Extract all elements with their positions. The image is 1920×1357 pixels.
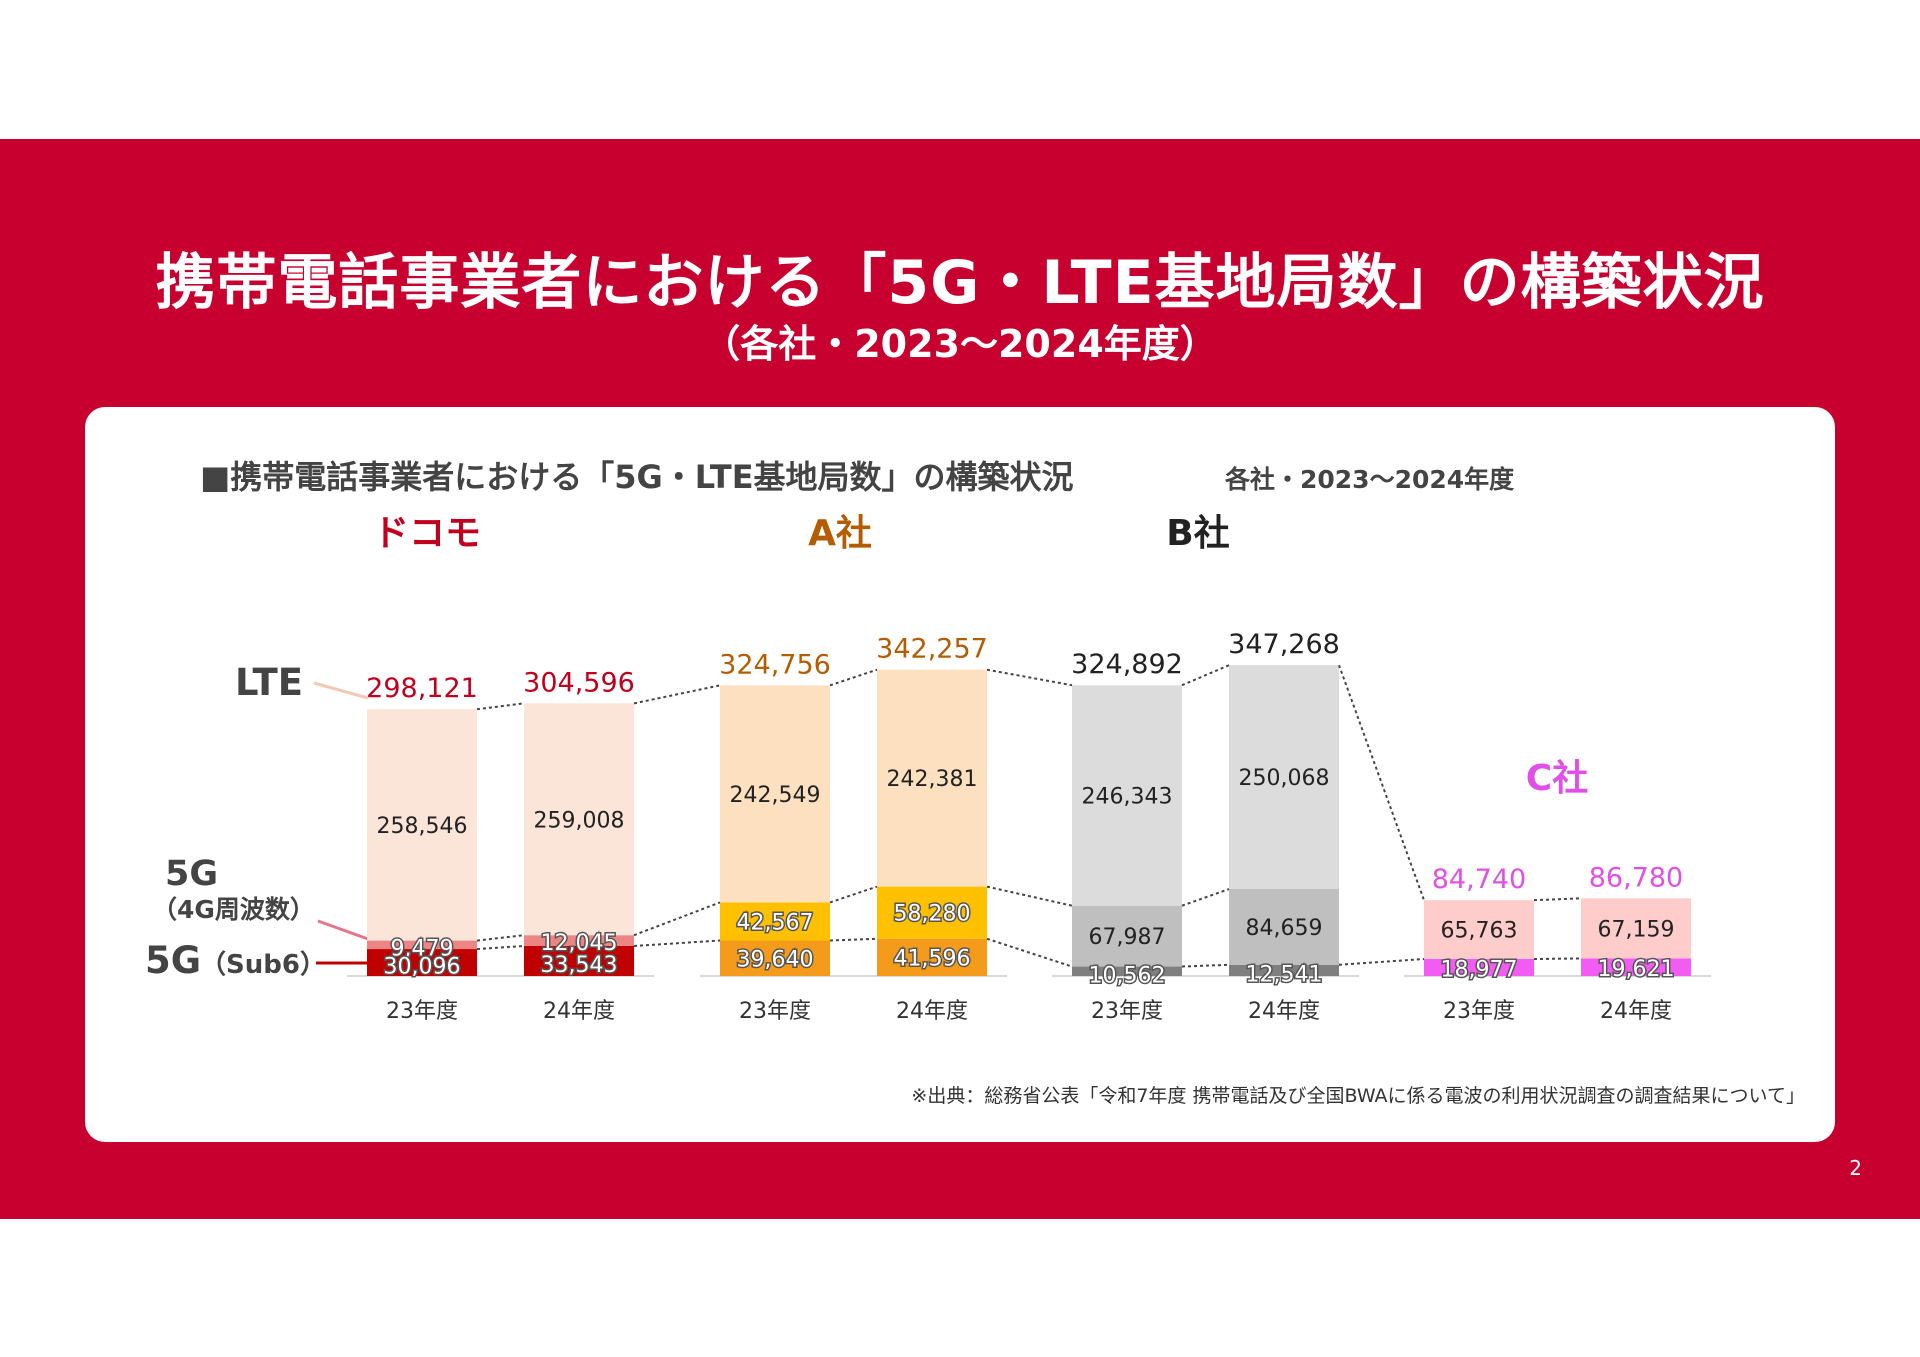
page-number: 2: [1849, 1156, 1862, 1180]
connector-5g-sub6-between-groups: [633, 939, 721, 947]
total-value-label: 298,121: [366, 673, 478, 704]
sub6-value-label: 18,977: [1441, 958, 1518, 983]
connector-total: [476, 702, 525, 711]
total-value-label: 86,780: [1589, 862, 1683, 893]
connector-total: [1533, 897, 1582, 902]
sub6-value-label: 39,640: [737, 947, 814, 972]
g4-value-label: 58,280: [894, 902, 971, 927]
company-label: A社: [808, 513, 872, 554]
bar-segment-5g-4g: [720, 902, 830, 941]
total-value-label: 347,268: [1228, 629, 1340, 660]
connector-total-between-groups: [1338, 664, 1425, 901]
connector-5g-4g: [476, 934, 525, 942]
category-tick-label: 24年度: [1248, 999, 1320, 1024]
sub6-value-label: 30,096: [384, 955, 461, 980]
slide-title: 携帯電話事業者における「5G・LTE基地局数」の構築状況: [155, 248, 1765, 318]
connector-5g-4g: [829, 885, 878, 904]
bar-segment-5g-4g: [1072, 905, 1182, 967]
bar-segment-5g-4g: [1229, 889, 1339, 965]
g4-value-label: 12,045: [541, 931, 618, 956]
sub6-value-label: 12,541: [1246, 962, 1323, 987]
bar-segment-lte: [720, 685, 830, 903]
company-label: B社: [1166, 513, 1229, 554]
source-note: ※出典：総務省公表「令和7年度 携帯電話及び全国BWAに係る電波の利用状況調査の…: [911, 1085, 1805, 1107]
total-value-label: 304,596: [523, 667, 635, 698]
bar-segment-5g-4g: [1581, 898, 1691, 959]
lte-value-label: 242,549: [730, 783, 821, 808]
bar-segment-5g-4g: [524, 935, 634, 946]
g4-value-label: 84,659: [1246, 916, 1323, 941]
lte-value-label: 250,068: [1239, 766, 1330, 791]
total-value-label: 324,756: [719, 649, 831, 680]
connector-5g-sub6: [476, 944, 525, 951]
legend-label-5g-4g-sub: （4G周波数）: [152, 895, 315, 924]
bar-segment-lte: [1229, 665, 1339, 890]
connector-total-between-groups: [633, 684, 721, 705]
connector-5g-sub6-between-groups: [1338, 958, 1425, 966]
bar-segment-lte: [877, 669, 987, 887]
category-tick-label: 24年度: [1600, 999, 1672, 1024]
g4-value-label: 9,479: [391, 937, 454, 962]
category-tick-label: 24年度: [543, 999, 615, 1024]
legend-label-5g-sub6: 5G: [145, 939, 201, 982]
bar-segment-5g-sub6: [1581, 958, 1691, 976]
total-value-label: 84,740: [1432, 864, 1526, 895]
bar-segment-5g-4g: [877, 886, 987, 939]
sub6-value-label: 33,543: [541, 953, 618, 978]
total-value-label: 324,892: [1071, 649, 1183, 680]
bar-segment-5g-sub6: [877, 938, 987, 976]
bar-segment-5g-sub6: [720, 940, 830, 976]
sub6-value-label: 19,621: [1598, 957, 1675, 982]
bar-segment-5g-sub6: [524, 945, 634, 976]
category-tick-label: 23年度: [386, 999, 458, 1024]
connector-5g-4g-between-groups: [633, 901, 721, 937]
connector-total: [829, 668, 878, 687]
bar-segment-5g-sub6: [1072, 966, 1182, 976]
category-tick-label: 23年度: [1091, 999, 1163, 1024]
connector-5g-4g: [1181, 888, 1230, 907]
company-label: ドコモ: [373, 513, 481, 554]
company-label: C社: [1526, 758, 1588, 799]
chart-title: ■携帯電話事業者における「5G・LTE基地局数」の構築状況: [200, 458, 1074, 496]
sub6-value-label: 41,596: [894, 946, 971, 971]
lte-value-label: 258,546: [377, 814, 468, 839]
lte-value-label: 246,343: [1082, 784, 1173, 809]
bar-segment-5g-4g: [367, 940, 477, 950]
category-tick-label: 24年度: [896, 999, 968, 1024]
connector-total: [1181, 664, 1230, 687]
g4-value-label: 42,567: [737, 910, 814, 935]
lte-value-label: 259,008: [534, 808, 625, 833]
bar-segment-5g-sub6: [1229, 964, 1339, 976]
legend-label-lte: LTE: [235, 661, 303, 704]
legend-leader-lte: [313, 681, 369, 700]
lte-value-label: 242,381: [887, 767, 978, 792]
connector-5g-4g-between-groups: [986, 885, 1073, 907]
connector-total-between-groups: [986, 668, 1073, 687]
legend-label-5g-4g: 5G: [165, 854, 218, 894]
bar-segment-5g-sub6: [367, 949, 477, 976]
bar-segment-lte: [524, 703, 634, 936]
total-value-label: 342,257: [876, 634, 988, 665]
slide-subtitle: （各社・2023～2024年度）: [702, 322, 1218, 366]
g4-value-label: 67,987: [1089, 925, 1166, 950]
bar-segment-5g-sub6: [1424, 959, 1534, 976]
legend-label-5g-sub6-sub: （Sub6）: [200, 950, 326, 980]
g4-value-label: 65,763: [1441, 919, 1518, 944]
connector-5g-sub6: [1181, 963, 1230, 968]
legend-leader-5g-4g: [317, 919, 369, 941]
connector-5g-sub6-between-groups: [986, 937, 1073, 968]
bar-segment-5g-4g: [1424, 900, 1534, 960]
category-tick-label: 23年度: [1443, 999, 1515, 1024]
g4-value-label: 67,159: [1598, 917, 1675, 942]
sub6-value-label: 10,562: [1089, 963, 1166, 988]
chart-subtitle: 各社・2023～2024年度: [1224, 465, 1514, 494]
bar-segment-lte: [367, 709, 477, 941]
category-tick-label: 23年度: [739, 999, 811, 1024]
connector-5g-sub6: [829, 937, 878, 942]
bar-segment-lte: [1072, 685, 1182, 906]
connector-5g-sub6: [1533, 957, 1582, 961]
